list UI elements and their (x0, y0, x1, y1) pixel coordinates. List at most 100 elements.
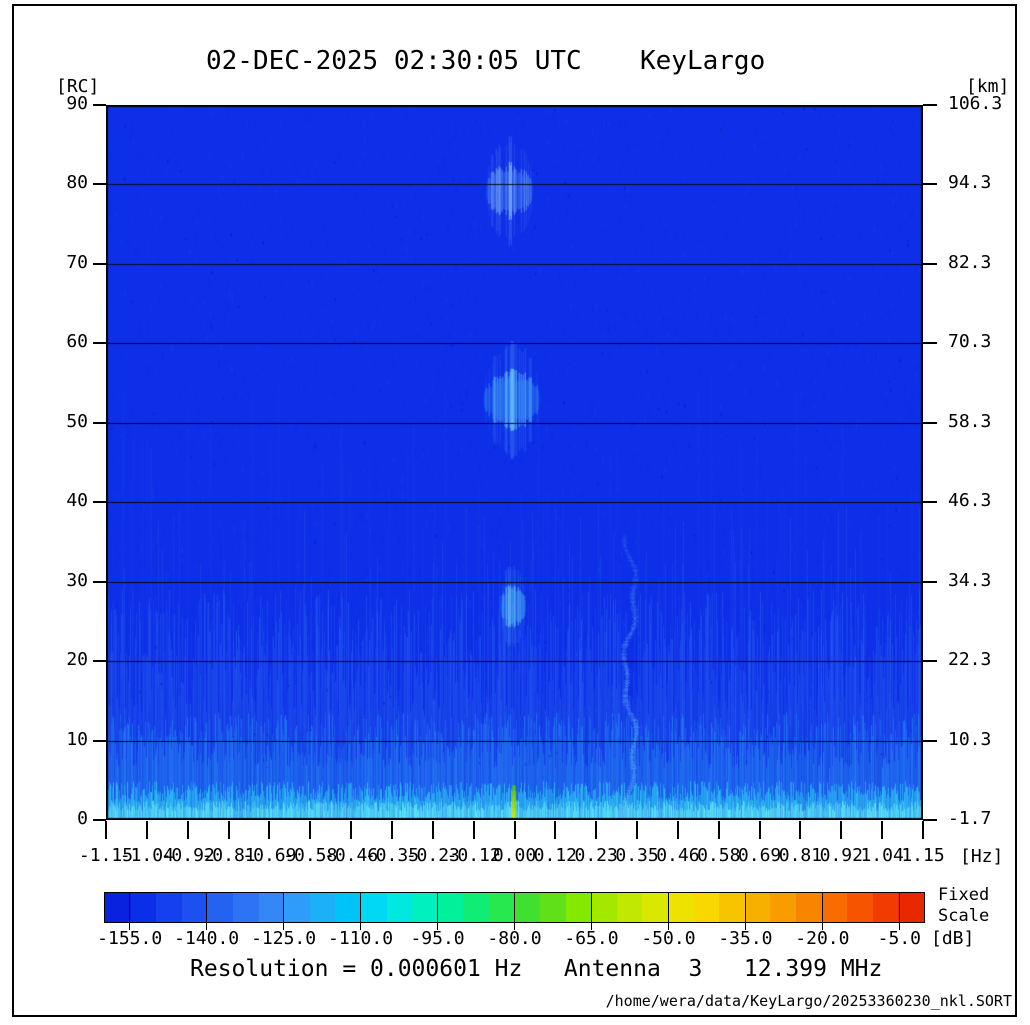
right-tick-mark (923, 580, 937, 583)
left-tick-mark (93, 819, 106, 821)
left-tick-label: 40 (66, 490, 88, 512)
fixed-scale-note-line2: Scale (938, 906, 990, 926)
left-tick-mark (93, 104, 106, 106)
bottom-tick-mark (268, 821, 271, 839)
bottom-tick-mark (350, 821, 353, 839)
colorbar-segment (591, 893, 617, 922)
bottom-tick-mark (840, 821, 843, 839)
colorbar-segment (488, 893, 515, 922)
bottom-tick-label: -0.69 (242, 845, 297, 866)
right-tick-mark (923, 421, 937, 424)
bottom-tick-label: -0.46 (324, 845, 379, 866)
left-tick-mark (93, 739, 106, 742)
left-tick-mark (93, 342, 106, 345)
bottom-tick-mark (186, 821, 189, 839)
left-tick-label: 50 (66, 410, 88, 432)
bottom-tick-mark (922, 821, 924, 839)
colorbar-segment (232, 893, 259, 922)
colorbar-segment (693, 893, 720, 922)
left-tick-label: 90 (66, 93, 88, 114)
left-tick-mark (93, 262, 106, 265)
left-tick-label: 70 (66, 251, 88, 273)
bottom-tick-label: -1.15 (78, 845, 134, 866)
left-tick-mark (93, 660, 106, 663)
colorbar-segment (181, 893, 208, 922)
colorbar-segment (130, 893, 157, 922)
colorbar-tick-mark (821, 892, 823, 930)
colorbar-tick-label: -65.0 (564, 928, 619, 949)
left-tick-label: 0 (77, 808, 88, 829)
bottom-tick-label: -0.23 (405, 845, 460, 866)
bottom-tick-mark (472, 821, 475, 839)
right-tick-mark (923, 262, 937, 265)
colorbar-segment (642, 893, 669, 922)
bottom-tick-mark (636, 821, 639, 839)
bottom-tick-label: 1.04 (860, 845, 904, 866)
colorbar-segment (565, 893, 592, 922)
figure-border (12, 4, 1017, 1017)
colorbar-segment (412, 893, 438, 922)
bottom-tick-mark (513, 821, 516, 839)
colorbar-tick-mark (744, 892, 746, 930)
bottom-tick-label: -0.35 (364, 845, 420, 866)
colorbar-tick-label: -5.0 (877, 928, 922, 949)
right-tick-label: 82.3 (948, 251, 992, 273)
timestamp: 02-DEC-2025 02:30:05 UTC (206, 46, 582, 76)
colorbar-segment (847, 893, 873, 922)
spectrogram-plot (106, 105, 923, 820)
colorbar-segment (284, 893, 310, 922)
bottom-tick-mark (145, 821, 148, 839)
bottom-tick-mark (309, 821, 312, 839)
right-tick-mark (923, 183, 937, 186)
right-tick-mark (923, 501, 937, 504)
left-tick-label: 30 (66, 569, 88, 591)
bottom-tick-label: -0.92 (160, 845, 215, 866)
colorbar-tick-mark (360, 892, 362, 930)
colorbar-segment (719, 893, 745, 922)
colorbar-segment (463, 893, 489, 922)
colorbar-tick-mark (898, 892, 900, 930)
colorbar-tick-mark (514, 892, 515, 930)
hz-unit-label: [Hz] (960, 846, 1004, 867)
colorbar-segment (105, 893, 131, 922)
db-unit-label: [dB] (931, 928, 975, 949)
bottom-tick-label: -0.58 (283, 845, 338, 866)
station-name: KeyLargo (640, 46, 766, 76)
colorbar-segment (258, 893, 285, 922)
bottom-tick-label: -0.81 (201, 845, 256, 866)
colorbar-segment (668, 893, 694, 922)
colorbar (104, 892, 925, 923)
right-tick-mark (923, 660, 937, 663)
colorbar-tick-label: -50.0 (641, 928, 696, 949)
colorbar-tick-label: -20.0 (795, 928, 850, 949)
bottom-tick-label: -1.04 (119, 845, 174, 866)
bottom-tick-label: 0.69 (737, 845, 782, 866)
left-tick-mark (93, 421, 106, 424)
right-tick-label: 34.3 (948, 569, 992, 591)
colorbar-segment (514, 893, 541, 922)
km-unit-label: [km] (966, 76, 1010, 97)
right-tick-label: 58.3 (948, 410, 992, 432)
colorbar-tick-mark (129, 892, 131, 930)
right-tick-mark (923, 342, 937, 345)
colorbar-tick-label: -140.0 (174, 928, 240, 949)
bottom-tick-mark (799, 821, 802, 839)
colorbar-segment (437, 893, 464, 922)
bottom-tick-label: 1.15 (901, 845, 945, 866)
bottom-tick-label: 0.81 (778, 845, 823, 866)
bottom-tick-mark (227, 821, 230, 839)
colorbar-tick-label: -95.0 (410, 928, 465, 949)
colorbar-tick-mark (283, 892, 285, 930)
bottom-tick-label: 0.00 (492, 845, 537, 866)
bottom-tick-label: 0.35 (615, 845, 659, 866)
rc-unit-label: [RC] (56, 76, 100, 97)
bottom-tick-label: 0.92 (819, 845, 863, 866)
right-tick-label: 70.3 (948, 331, 992, 353)
right-tick-label: 106.3 (948, 93, 1003, 114)
left-tick-label: 10 (66, 728, 88, 750)
right-tick-label: 94.3 (948, 172, 992, 194)
colorbar-segment (360, 893, 387, 922)
colorbar-segment (540, 893, 566, 922)
left-tick-mark (93, 501, 106, 504)
